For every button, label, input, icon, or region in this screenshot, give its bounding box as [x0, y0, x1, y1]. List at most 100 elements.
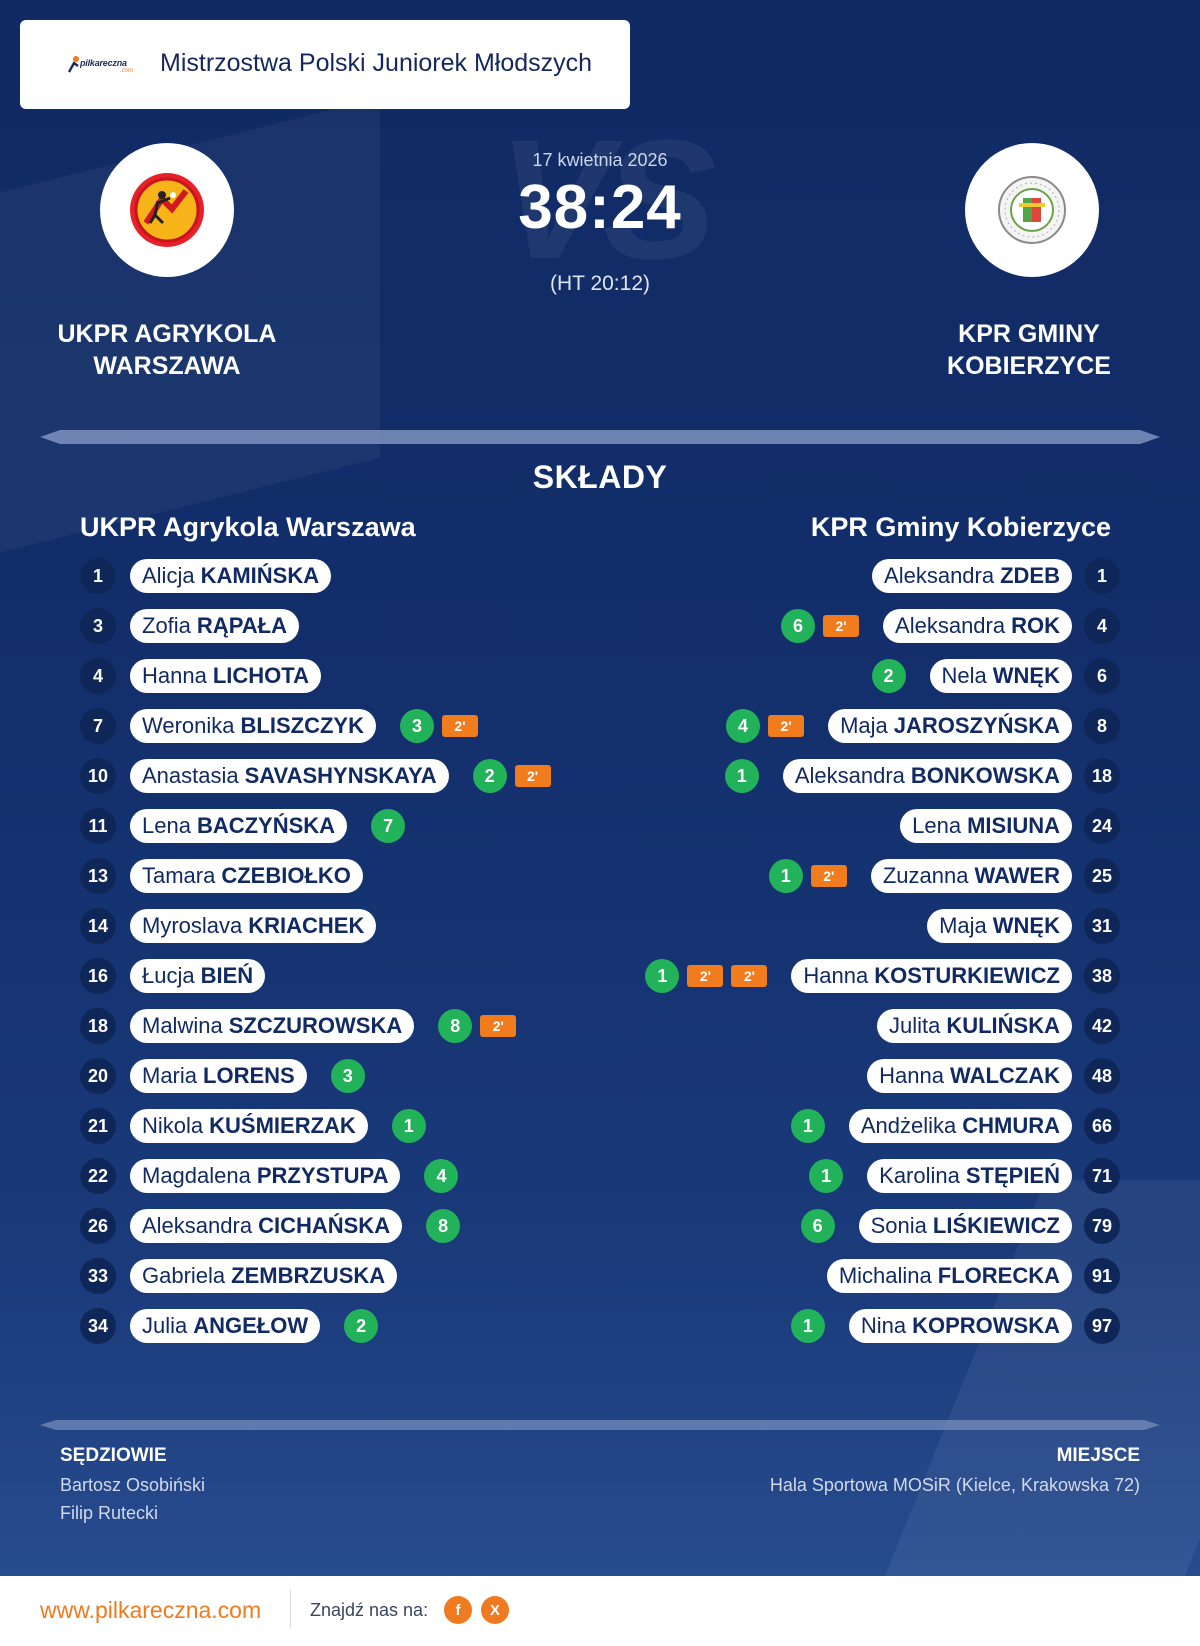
player-first-name: Aleksandra	[142, 1213, 253, 1238]
shirt-number: 66	[1084, 1108, 1120, 1144]
facebook-icon[interactable]: f	[444, 1596, 472, 1624]
shirt-number: 18	[1084, 758, 1120, 794]
goals-badge: 6	[781, 609, 816, 643]
website-link[interactable]: www.pilkareczna.com	[40, 1597, 262, 1623]
player-stats: 8 2'	[438, 1009, 517, 1043]
away-player-row: 18 Aleksandra BONKOWSKA 1	[724, 756, 1120, 796]
player-last-name: ZDEB	[1000, 563, 1060, 588]
home-player-row: 18 Malwina SZCZUROWSKA 8 2'	[80, 1006, 517, 1046]
player-name: Nela WNĘK	[929, 659, 1072, 693]
player-name: Nikola KUŚMIERZAK	[130, 1109, 368, 1143]
player-first-name: Aleksandra	[794, 763, 905, 788]
player-stats: 1 2' 2'	[645, 959, 768, 993]
player-stats: 3 2'	[399, 709, 478, 743]
player-name: Anastasia SAVASHYNSKAYA	[130, 759, 449, 793]
player-first-name: Tamara	[142, 863, 216, 888]
referee-name: Bartosz Osobiński	[60, 1475, 206, 1495]
shirt-number: 34	[80, 1308, 116, 1344]
player-first-name: Hanna	[803, 963, 869, 988]
player-last-name: RĄPAŁA	[196, 613, 287, 638]
player-last-name: BIEŃ	[200, 963, 254, 988]
shirt-number: 4	[80, 658, 116, 694]
suspension-badge: 2'	[823, 615, 860, 637]
goals-badge: 2	[472, 759, 507, 793]
find-us-label: Znajdź nas na:	[310, 1600, 429, 1620]
home-team-name-line2: WARSZAWA	[93, 352, 241, 380]
player-name: Lena MISIUNA	[900, 809, 1072, 843]
away-player-row: 31 Maja WNĘK	[927, 906, 1120, 946]
player-name: Aleksandra ROK	[883, 609, 1072, 643]
away-team-name-line2: KOBIERZYCE	[947, 352, 1111, 380]
player-name: Magdalena PRZYSTUPA	[130, 1159, 401, 1193]
player-stats: 1	[724, 759, 759, 793]
shirt-number: 38	[1084, 958, 1120, 994]
player-last-name: BLISZCZYK	[240, 713, 364, 738]
competition-title: Mistrzostwa Polski Juniorek Młodszych	[160, 49, 593, 77]
away-player-row: 38 Hanna KOSTURKIEWICZ 1 2' 2'	[645, 956, 1120, 996]
home-player-row: 20 Maria LORENS 3	[80, 1056, 365, 1096]
shirt-number: 8	[1084, 708, 1120, 744]
shirt-number: 24	[1084, 808, 1120, 844]
player-last-name: LORENS	[203, 1063, 295, 1088]
shirt-number: 16	[80, 958, 116, 994]
player-last-name: ZEMBRZUSKA	[231, 1263, 386, 1288]
home-player-row: 3 Zofia RĄPAŁA	[80, 606, 299, 646]
player-name: Tamara CZEBIOŁKO	[130, 859, 363, 893]
player-last-name: SAVASHYNSKAYA	[244, 763, 437, 788]
player-last-name: KOPROWSKA	[912, 1313, 1060, 1338]
final-score: 38:24	[518, 173, 682, 242]
goals-badge: 6	[800, 1209, 835, 1243]
away-team-name: KPR GMINY KOBIERZYCE	[879, 318, 1179, 382]
x-icon[interactable]: X	[481, 1596, 509, 1624]
player-name: Alicja KAMIŃSKA	[130, 559, 332, 593]
goals-badge: 1	[790, 1109, 825, 1143]
footer-separator	[290, 1590, 291, 1628]
goals-badge: 4	[424, 1159, 459, 1193]
player-last-name: KULIŃSKA	[946, 1013, 1060, 1038]
goals-badge: 2	[871, 659, 906, 693]
away-player-row: 1 Aleksandra ZDEB	[872, 556, 1120, 596]
shirt-number: 20	[80, 1058, 116, 1094]
goals-badge: 1	[724, 759, 759, 793]
player-stats: 1	[790, 1309, 825, 1343]
player-stats: 6 2'	[781, 609, 860, 643]
player-first-name: Lena	[142, 813, 191, 838]
player-stats: 1	[391, 1109, 426, 1143]
player-name: Lena BACZYŃSKA	[130, 809, 348, 843]
player-first-name: Karolina	[879, 1163, 960, 1188]
player-stats: 1	[790, 1109, 825, 1143]
shirt-number: 1	[80, 558, 116, 594]
player-name: Malwina SZCZUROWSKA	[130, 1009, 415, 1043]
player-stats: 3	[330, 1059, 365, 1093]
player-last-name: ROK	[1011, 613, 1060, 638]
away-player-row: 48 Hanna WALCZAK	[867, 1056, 1120, 1096]
player-name: Julita KULIŃSKA	[876, 1009, 1072, 1043]
player-name: Andżelika CHMURA	[848, 1109, 1072, 1143]
referees-label: SĘDZIOWIE	[60, 1445, 167, 1466]
away-player-row: 6 Nela WNĘK 2	[871, 656, 1120, 696]
goals-badge: 8	[426, 1209, 461, 1243]
player-last-name: KOSTURKIEWICZ	[874, 963, 1060, 988]
shirt-number: 3	[80, 608, 116, 644]
player-last-name: STĘPIEŃ	[965, 1163, 1060, 1188]
player-stats: 8	[426, 1209, 461, 1243]
divider	[40, 430, 1160, 444]
player-last-name: BACZYŃSKA	[196, 813, 336, 838]
away-player-row: 91 Michalina FLORECKA	[826, 1256, 1120, 1296]
away-player-row: 79 Sonia LIŚKIEWICZ 6	[800, 1206, 1120, 1246]
player-name: Julia ANGEŁOW	[130, 1309, 321, 1343]
player-last-name: WNĘK	[992, 913, 1060, 938]
goals-badge: 7	[371, 809, 406, 843]
home-player-row: 14 Myroslava KRIACHEK	[80, 906, 377, 946]
home-player-row: 26 Aleksandra CICHAŃSKA 8	[80, 1206, 461, 1246]
player-name: Aleksandra CICHAŃSKA	[130, 1209, 403, 1243]
player-first-name: Zofia	[142, 613, 191, 638]
shirt-number: 6	[1084, 658, 1120, 694]
player-first-name: Maja	[939, 913, 987, 938]
away-player-row: 25 Zuzanna WAWER 1 2'	[768, 856, 1120, 896]
player-last-name: CICHAŃSKA	[258, 1213, 391, 1238]
shirt-number: 14	[80, 908, 116, 944]
player-first-name: Lena	[912, 813, 962, 838]
player-last-name: ANGEŁOW	[193, 1313, 309, 1338]
player-first-name: Julia	[142, 1313, 188, 1338]
